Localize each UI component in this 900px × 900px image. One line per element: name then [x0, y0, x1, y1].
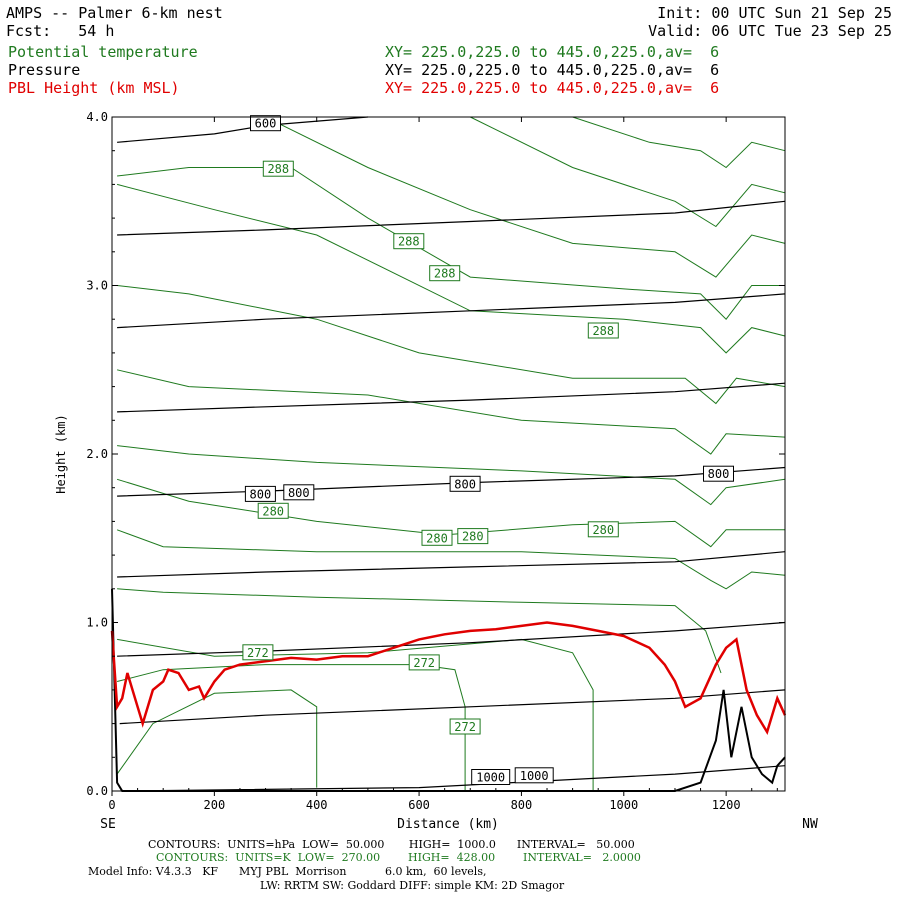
theta-contour-11	[265, 116, 786, 278]
x-tick-label-0: 0	[108, 798, 115, 812]
x-tick-label-6: 1200	[712, 798, 741, 812]
x-tick-label-1: 200	[204, 798, 226, 812]
pressure-label-0-box	[250, 115, 281, 132]
pressure-label-1: 800	[250, 487, 272, 501]
theta-contour-7	[116, 369, 786, 455]
theta-contour-0	[116, 689, 318, 788]
theta-label-6: 280	[462, 530, 484, 544]
theta-contour-6	[117, 445, 786, 506]
y-tick-label-2: 2.0	[86, 447, 108, 461]
theta-label-1-box	[393, 233, 425, 250]
theta-label-9: 272	[413, 656, 435, 670]
theta-label-7: 280	[592, 523, 614, 537]
plot-frame	[111, 116, 786, 792]
pressure-label-3: 800	[454, 477, 476, 491]
pbl-height-curve	[110, 621, 787, 736]
footer-pressure-contours: CONTOURS: UNITS=hPa LOW= 50.000 HIGH= 10…	[148, 838, 635, 851]
pressure-contour-900	[117, 621, 786, 657]
axes: 0 200 400 600 800 1000 1200 0.0 1.0 2.0 3.0 4.0	[86, 110, 785, 812]
pressure-label-6: 1000	[520, 769, 549, 783]
x-axis-label: Distance (km)	[397, 817, 499, 832]
theta-contour-13	[572, 116, 786, 169]
y-tick-label-4: 4.0	[86, 110, 108, 124]
init-time: Init: 00 UTC Sun 21 Sep 25	[657, 4, 892, 22]
field-label-theta: Potential temperature	[8, 43, 198, 61]
x-tick-label-2: 400	[306, 798, 328, 812]
valid-time: Valid: 06 UTC Tue 23 Sep 25	[648, 22, 892, 40]
theta-label-4: 280	[262, 504, 284, 518]
x-tick-label-5: 1000	[609, 798, 638, 812]
x-tick-label-4: 800	[511, 798, 533, 812]
theta-label-8: 272	[247, 646, 269, 660]
theta-label-10-box	[449, 718, 481, 735]
pbl-height-line	[110, 621, 787, 736]
footer-theta-contours: CONTOURS: UNITS=K LOW= 270.00 HIGH= 428.…	[156, 851, 641, 864]
field-xy-theta: XY= 225.0,225.0 to 445.0,225.0,av= 6	[385, 43, 720, 61]
theta-label-7-box	[587, 521, 619, 538]
pressure-label-4: 800	[708, 467, 730, 481]
theta-contour-10	[117, 167, 785, 320]
pressure-label-1-box	[244, 485, 276, 502]
theta-contour-1	[116, 664, 466, 791]
pressure-label-2: 800	[288, 486, 310, 500]
field-xy-pbl: XY= 225.0,225.0 to 445.0,225.0,av= 6	[385, 79, 720, 97]
theta-contour-9	[116, 183, 786, 354]
theta-contour-3	[117, 588, 722, 674]
theta-contour-4	[116, 529, 786, 590]
terrain-line	[111, 588, 786, 792]
theta-label-4-box	[257, 502, 289, 519]
pressure-contour-950	[119, 689, 786, 725]
field-label-pbl: PBL Height (km MSL)	[8, 79, 180, 97]
theta-label-10: 272	[454, 720, 476, 734]
y-axis-label: Height (km)	[54, 414, 68, 493]
theta-label-6-box	[457, 528, 489, 545]
theta-label-0-box	[262, 160, 294, 177]
terrain-surface	[111, 588, 786, 792]
pressure-label-5: 1000	[476, 771, 505, 785]
y-tick-label-3: 3.0	[86, 279, 108, 293]
pressure-label-4-box	[703, 465, 734, 482]
pressure-contour-700	[117, 293, 786, 329]
pressure-label-0: 600	[255, 117, 277, 131]
theta-contour-12	[470, 116, 786, 228]
pressure-contour-650	[117, 200, 786, 236]
theta-label-0: 288	[267, 162, 289, 176]
theta-label-9-box	[408, 654, 440, 671]
pressure-label-2-box	[283, 484, 315, 501]
theta-label-3-box	[587, 322, 619, 339]
theta-label-3: 288	[592, 324, 614, 338]
forecast-hour: Fcst: 54 h	[6, 22, 115, 40]
theta-label-2-box	[429, 265, 461, 282]
theta-contour-5	[116, 478, 785, 548]
footer-model-info: Model Info: V4.3.3 KF MYJ PBL Morrison 6…	[88, 865, 487, 878]
nw-label: NW	[802, 817, 818, 832]
theta-contours	[116, 116, 786, 791]
footer-physics-info: LW: RRTM SW: Goddard DIFF: simple KM: 2D…	[260, 879, 565, 892]
theta-label-8-box	[242, 644, 274, 661]
theta-label-5: 280	[426, 531, 448, 545]
pressure-contour-850	[117, 551, 786, 578]
theta-label-2: 288	[434, 267, 456, 281]
se-label: SE	[100, 817, 116, 832]
x-tick-label-3: 600	[408, 798, 430, 812]
pressure-label-5-box	[471, 769, 511, 785]
pressure-contours	[117, 116, 786, 792]
pressure-contour-750	[117, 382, 786, 413]
pressure-contour-600	[117, 116, 368, 143]
field-xy-pressure: XY= 225.0,225.0 to 445.0,225.0,av= 6	[385, 61, 720, 79]
theta-label-1: 288	[398, 235, 420, 249]
theta-contour-8	[117, 285, 786, 405]
theta-label-5-box	[421, 529, 453, 546]
contour-labels: 288 288 288 288 280 280 280 280 272 272 272 600 800 8…	[242, 115, 734, 785]
pressure-label-3-box	[449, 475, 481, 492]
y-tick-label-1: 1.0	[86, 616, 108, 630]
y-tick-label-0: 0.0	[86, 784, 108, 798]
field-label-pressure: Pressure	[8, 61, 81, 79]
pressure-label-6-box	[514, 767, 554, 784]
plot-title: AMPS -- Palmer 6-km nest	[6, 4, 223, 22]
